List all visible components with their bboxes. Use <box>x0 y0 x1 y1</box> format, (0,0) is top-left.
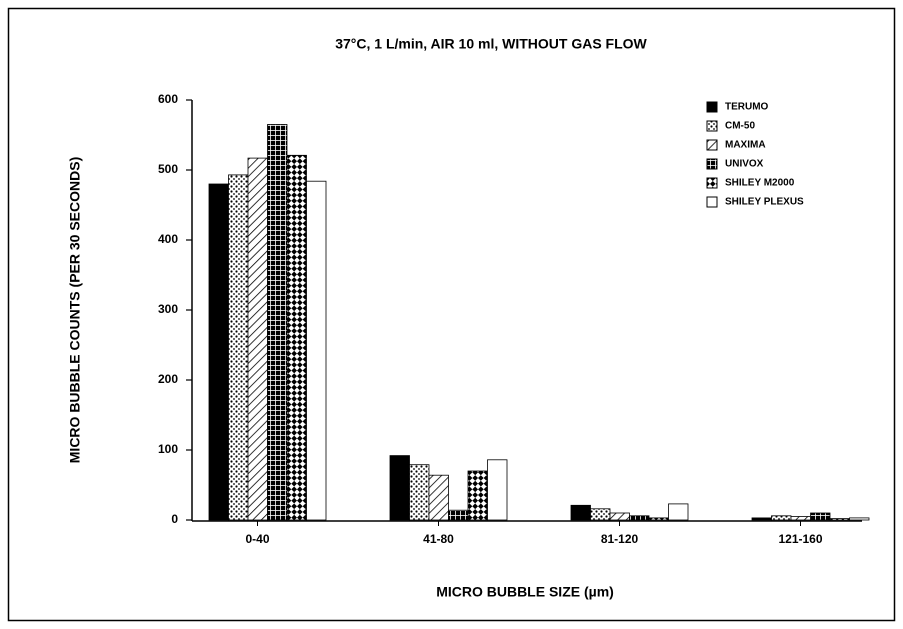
bar <box>810 512 831 521</box>
legend-label: UNIVOX <box>725 159 764 170</box>
bar <box>428 474 449 521</box>
bar <box>487 459 508 521</box>
bar <box>409 464 430 521</box>
bar <box>648 517 669 521</box>
legend-label: SHILEY M2000 <box>725 178 795 189</box>
legend-swatch <box>706 196 718 208</box>
legend-label: TERUMO <box>725 102 769 113</box>
x-tick-label: 81-120 <box>601 532 639 546</box>
bar <box>467 470 488 521</box>
legend-swatch <box>706 120 718 132</box>
frame <box>7 7 896 622</box>
bar <box>389 455 410 521</box>
x-tick-label: 41-80 <box>423 532 454 546</box>
bar <box>247 157 268 521</box>
y-tick-label: 600 <box>158 92 178 106</box>
legend-swatch <box>706 158 718 170</box>
bar <box>228 174 249 521</box>
bar <box>849 517 870 521</box>
legend-label: MAXIMA <box>725 140 766 151</box>
bar <box>751 517 772 521</box>
bar <box>448 509 469 521</box>
legend-label: SHILEY PLEXUS <box>725 197 804 208</box>
bar <box>570 504 591 521</box>
bar <box>609 512 630 521</box>
chart-title: 37°C, 1 L/min, AIR 10 ml, WITHOUT GAS FL… <box>335 36 647 52</box>
legend-swatch <box>706 139 718 151</box>
bar <box>208 183 229 521</box>
bar <box>306 180 327 521</box>
bar <box>771 515 792 521</box>
bar <box>629 515 650 521</box>
y-tick-label: 500 <box>158 162 178 176</box>
legend-label: CM-50 <box>725 121 755 132</box>
bar <box>267 124 288 521</box>
x-tick-label: 0-40 <box>245 532 269 546</box>
x-axis-title: MICRO BUBBLE SIZE (µm) <box>436 584 614 600</box>
y-tick-label: 0 <box>171 512 178 526</box>
bar <box>286 154 307 521</box>
bar <box>829 518 850 521</box>
y-tick-label: 400 <box>158 232 178 246</box>
y-tick-label: 100 <box>158 442 178 456</box>
y-tick-label: 300 <box>158 302 178 316</box>
x-tick-label: 121-160 <box>778 532 822 546</box>
y-tick-label: 200 <box>158 372 178 386</box>
bar <box>790 516 811 521</box>
legend-swatch <box>706 177 718 189</box>
bar <box>668 503 689 521</box>
y-axis-title: MICRO BUBBLE COUNTS (PER 30 SECONDS) <box>67 157 83 463</box>
legend-swatch <box>706 101 718 113</box>
bar <box>590 508 611 521</box>
